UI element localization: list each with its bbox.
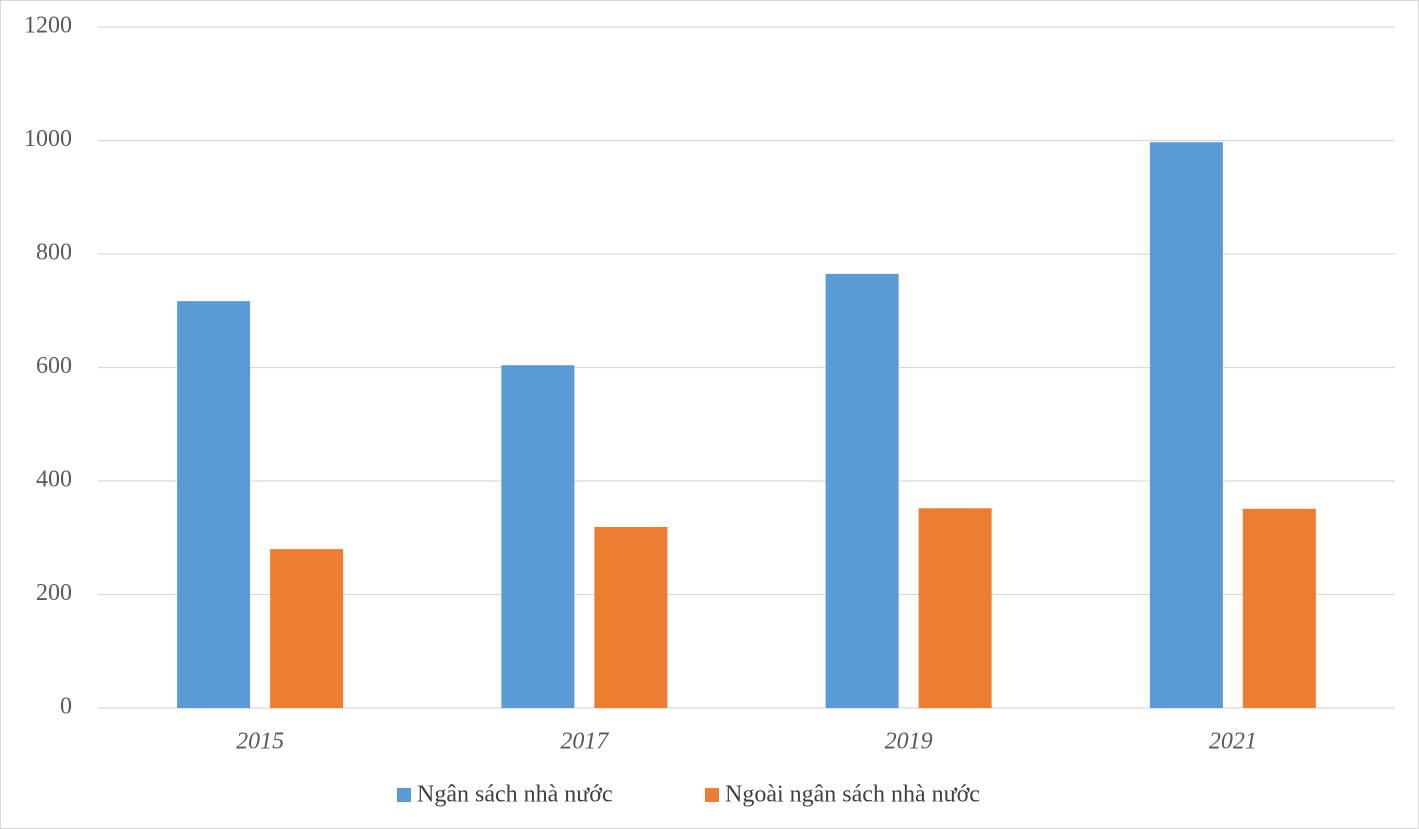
bar xyxy=(1149,142,1223,708)
y-tick-label: 1000 xyxy=(24,126,72,152)
bar xyxy=(1242,508,1316,708)
legend-swatch xyxy=(705,788,719,802)
bar xyxy=(270,549,344,708)
x-tick-label: 2021 xyxy=(1209,729,1257,755)
y-tick-label: 1200 xyxy=(24,13,72,39)
y-tick-label: 400 xyxy=(36,467,72,493)
bar xyxy=(918,508,992,708)
y-tick-label: 600 xyxy=(36,353,72,379)
bar xyxy=(177,301,251,708)
bar xyxy=(501,365,575,708)
y-tick-label: 800 xyxy=(36,240,72,266)
y-tick-label: 200 xyxy=(36,580,72,606)
bar xyxy=(825,273,899,708)
x-tick-label: 2017 xyxy=(560,729,609,755)
y-tick-label: 0 xyxy=(60,694,72,720)
legend-label: Ngân sách nhà nước xyxy=(417,782,613,808)
x-tick-label: 2019 xyxy=(885,729,933,755)
legend-label: Ngoài ngân sách nhà nước xyxy=(725,782,980,808)
bar xyxy=(594,526,668,708)
legend-swatch xyxy=(397,788,411,802)
x-tick-label: 2015 xyxy=(236,729,284,755)
